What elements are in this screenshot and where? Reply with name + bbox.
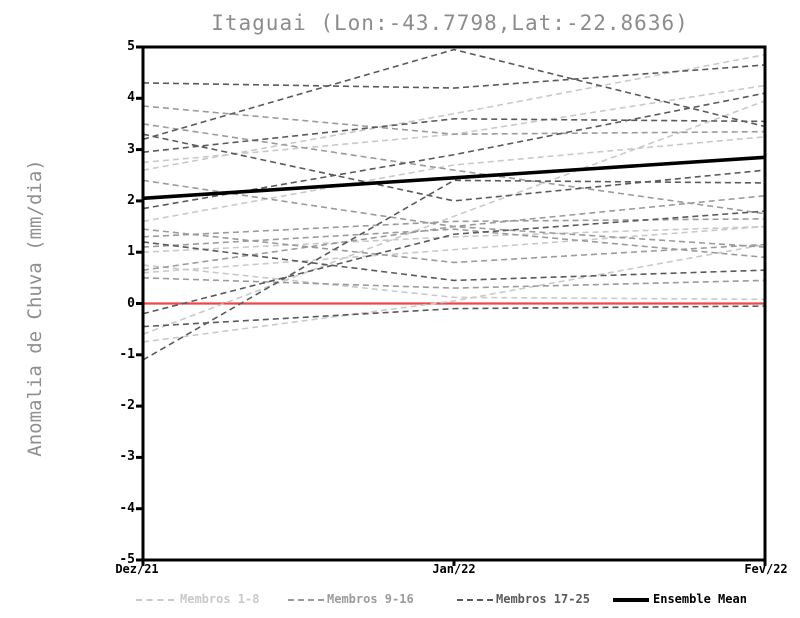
legend-swatch-dashed-line [136, 599, 174, 601]
member-line-group1 [142, 100, 766, 336]
y-tick-label: -4 [119, 500, 135, 516]
legend-swatch-solid-line [613, 598, 649, 602]
member-line-group1 [142, 135, 766, 223]
legend-swatch-dashed-line [288, 599, 324, 601]
y-tick-label: 1 [127, 244, 135, 260]
member-line-group1 [142, 53, 766, 171]
x-tick-label: Dez/21 [115, 562, 159, 576]
member-line-group3 [142, 305, 766, 328]
legend-label: Membros 9-16 [327, 592, 414, 606]
member-line-group3 [142, 179, 766, 361]
member-line-group3 [142, 118, 766, 153]
member-line-group1 [142, 225, 766, 274]
y-tick-label: 0 [127, 295, 135, 311]
member-line-group1 [142, 264, 766, 301]
x-tick-label: Jan/22 [432, 562, 476, 576]
member-line-group3 [142, 241, 766, 282]
chart-title: Itaguai (Lon:-43.7798,Lat:-22.8636) [211, 11, 689, 35]
member-line-group3 [142, 210, 766, 315]
member-line-group2 [142, 105, 766, 136]
member-line-group3 [142, 48, 766, 141]
member-line-group2 [142, 218, 766, 238]
member-line-group2 [142, 194, 766, 271]
x-tick-label: Fev/22 [744, 562, 788, 576]
y-tick-label: -3 [119, 449, 135, 465]
member-line-group2 [142, 228, 766, 264]
y-tick-label: -5 [119, 552, 135, 567]
legend-label: Membros 17-25 [496, 592, 590, 606]
y-tick-label: -1 [119, 346, 135, 362]
member-line-group1 [142, 225, 766, 253]
y-tick-label: 5 [127, 39, 135, 54]
legend-label: Membros 1-8 [180, 592, 260, 606]
y-tick-label: 2 [127, 192, 135, 208]
y-tick-label: 3 [127, 141, 135, 157]
member-line-group1 [142, 243, 766, 343]
member-line-group2 [142, 277, 766, 289]
legend: Membros 1-8 Membros 9-16 Membros 17-25 Ense… [0, 590, 800, 614]
member-line-group2 [142, 228, 766, 259]
y-tick-label: 4 [127, 90, 135, 106]
y-tick-label: -2 [119, 398, 135, 414]
member-line-group2 [142, 123, 766, 215]
member-line-group3 [142, 64, 766, 89]
ensemble-mean-line [142, 155, 766, 201]
legend-swatch-dashed-line [457, 599, 493, 601]
member-line-group1 [142, 84, 766, 164]
legend-label: Ensemble Mean [653, 592, 747, 606]
